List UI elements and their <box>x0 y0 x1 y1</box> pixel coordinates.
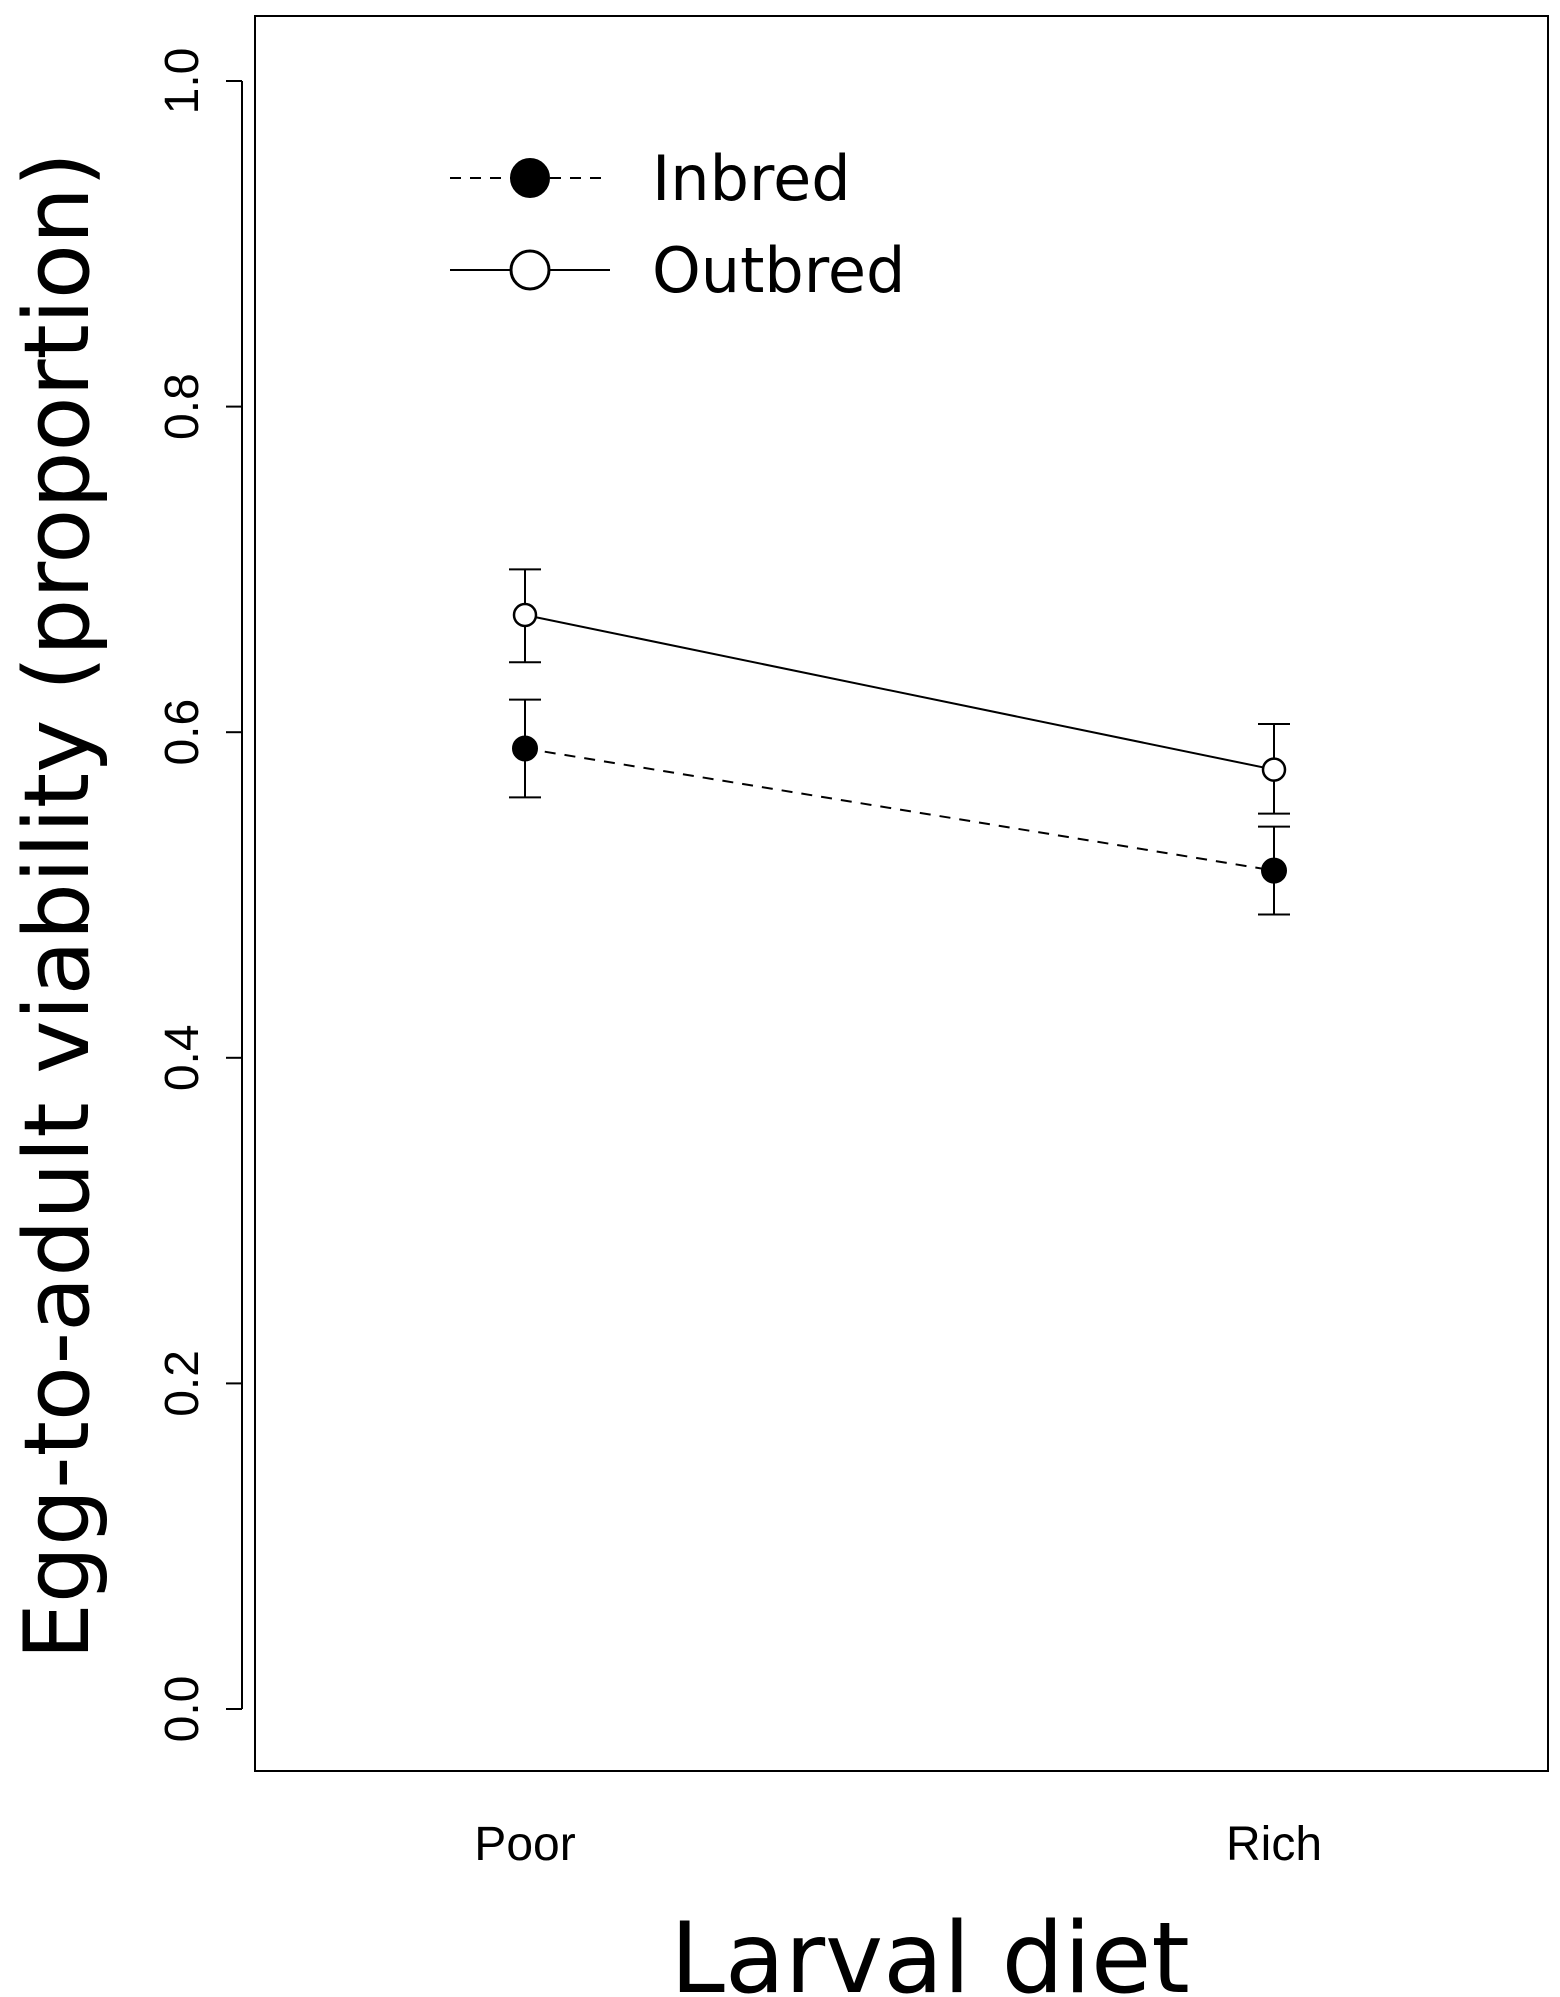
data-point-inbred <box>512 735 538 762</box>
y-axis: 0.0 0.2 0.4 0.6 0.8 1.0 <box>156 48 243 1743</box>
data-point-outbred <box>512 602 538 628</box>
y-tick-label: 0.6 <box>156 699 209 766</box>
x-tick-label-rich: Rich <box>1226 1818 1322 1871</box>
legend-marker-inbred <box>510 158 550 198</box>
legend-marker-outbred <box>509 249 551 291</box>
series-layer <box>509 568 1290 916</box>
series-line-inbred <box>524 747 1275 872</box>
plot-frame <box>254 15 1549 1772</box>
y-tick-label: 0.2 <box>156 1350 209 1417</box>
legend-label-outbred: Outbred <box>652 234 905 307</box>
series-line-outbred <box>524 614 1275 771</box>
y-tick-label: 0.8 <box>156 373 209 440</box>
legend: Inbred Outbred <box>450 142 905 307</box>
y-axis-title: Egg-to-adult viability (proportion) <box>5 152 110 1660</box>
series-inbred <box>509 698 1290 916</box>
y-tick-label: 0.0 <box>156 1676 209 1743</box>
x-tick-label-poor: Poor <box>474 1818 575 1871</box>
series-outbred <box>509 568 1290 815</box>
y-tick-label: 0.4 <box>156 1024 209 1091</box>
y-tick-label: 1.0 <box>156 48 209 115</box>
data-point-outbred <box>1261 757 1287 782</box>
data-point-inbred <box>1261 857 1287 884</box>
legend-label-inbred: Inbred <box>652 142 851 215</box>
x-axis-title: Larval diet <box>670 1902 1190 1997</box>
x-axis: Poor Rich <box>474 1818 1322 1871</box>
